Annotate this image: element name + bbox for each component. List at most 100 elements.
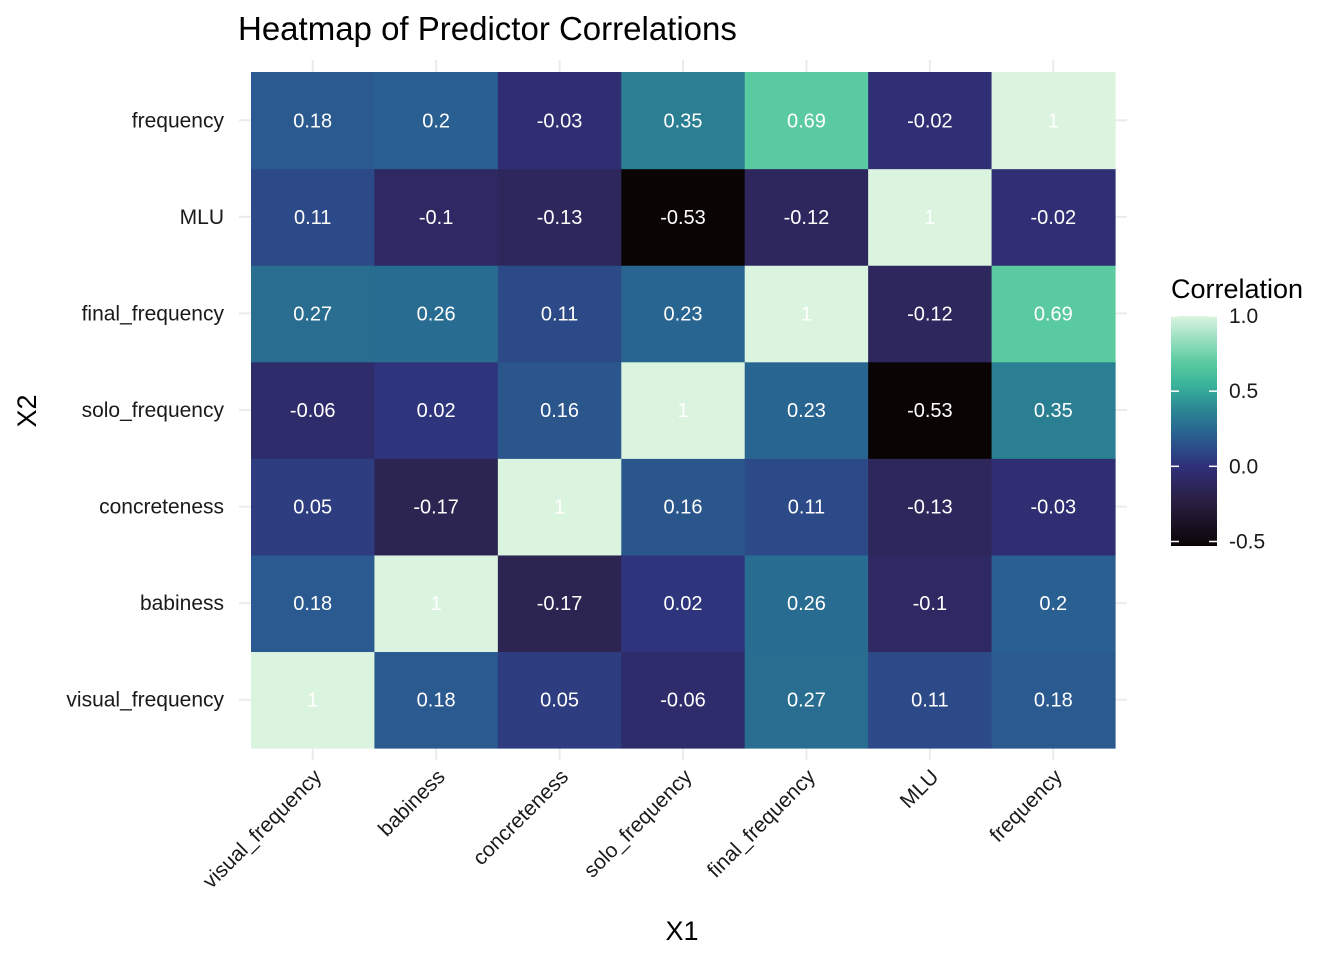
legend-tick-label: 0.0	[1229, 455, 1258, 478]
cell-value-label: 0.11	[788, 497, 825, 519]
cell-value-label: -0.17	[537, 593, 583, 615]
heatmap-cell	[744, 168, 869, 266]
cell-value-label: 0.69	[787, 110, 826, 132]
cell-value-label: -0.03	[537, 110, 583, 132]
heatmap-cell	[621, 554, 746, 653]
cell-value-label: 0.23	[664, 303, 703, 325]
cell-value-label: 0.18	[417, 690, 456, 712]
cell-value-label: 0.16	[664, 497, 703, 519]
cell-value-label: 0.18	[1034, 690, 1073, 712]
x-tick-label: babiness	[374, 765, 450, 841]
cell-value-label: 0.27	[787, 690, 826, 712]
cell-value-label: 0.18	[293, 110, 332, 132]
cell-value-label: 0.02	[417, 400, 456, 422]
cell-value-label: -0.13	[907, 497, 953, 519]
y-tick-label: frequency	[132, 109, 225, 132]
heatmap-cell	[868, 265, 993, 363]
heatmap-cell	[374, 72, 499, 170]
heatmap-cell	[744, 72, 869, 170]
y-axis-title: X2	[12, 394, 42, 427]
heatmap-cell	[497, 168, 622, 266]
cell-value-label: 0.26	[417, 303, 456, 325]
cell-value-label: -0.02	[907, 110, 953, 132]
cell-value-label: -0.17	[413, 497, 459, 519]
cell-value-label: -0.12	[784, 207, 830, 229]
legend-title: Correlation	[1171, 274, 1303, 304]
heatmap-cell	[251, 361, 376, 459]
heatmap-cell	[991, 361, 1116, 459]
legend-color-bar	[1171, 316, 1217, 546]
y-tick-label: babiness	[140, 592, 224, 615]
y-axis-tick-labels: visual_frequency babiness concreteness solo…	[66, 109, 224, 711]
heatmap-cell	[621, 72, 746, 170]
cell-value-label: 0.18	[293, 593, 332, 615]
heatmap-cell	[374, 651, 499, 749]
cell-value-label: 0.11	[911, 690, 948, 712]
x-tick-label: solo_frequency	[580, 765, 697, 882]
x-tick-label: frequency	[985, 765, 1067, 847]
y-tick-label: concreteness	[99, 496, 224, 519]
legend-tick-label: 0.5	[1229, 380, 1258, 403]
y-tick-label: MLU	[180, 206, 224, 229]
cell-value-label: 0.23	[787, 400, 826, 422]
cell-value-label: 1	[801, 303, 812, 325]
heatmap-cell	[744, 554, 869, 653]
cell-value-label: 1	[677, 400, 688, 422]
heatmap-cell	[621, 458, 746, 556]
x-tick-label: MLU	[896, 765, 944, 813]
cell-value-label: 0.05	[540, 690, 579, 712]
x-axis-tick-labels: visual_frequency babiness concreteness solo…	[199, 765, 1068, 893]
heatmap-cells	[251, 72, 1116, 749]
heatmap-cell	[991, 458, 1116, 556]
heatmap-cell	[251, 554, 376, 653]
cell-value-label: -0.06	[660, 690, 706, 712]
cell-value-label: -0.53	[907, 400, 953, 422]
x-tick-label: final_frequency	[703, 765, 820, 882]
cell-value-label: 0.11	[294, 207, 331, 229]
heatmap-cell	[251, 651, 376, 749]
y-tick-label: solo_frequency	[82, 399, 225, 422]
x-tick-label: visual_frequency	[199, 765, 327, 893]
chart-title: Heatmap of Predictor Correlations	[238, 10, 737, 47]
cell-value-label: -0.1	[913, 593, 947, 615]
heatmap-cell	[251, 72, 376, 170]
heatmap-cell	[744, 265, 869, 363]
heatmap-cell	[621, 265, 746, 363]
heatmap-cell	[374, 265, 499, 363]
cell-value-label: -0.12	[907, 303, 953, 325]
heatmap-cell	[744, 361, 869, 459]
cell-value-label: 0.27	[293, 303, 332, 325]
heatmap-cell	[621, 361, 746, 459]
heatmap-cell	[868, 361, 993, 459]
heatmap-cell	[251, 265, 376, 363]
legend-tick-label: -0.5	[1229, 530, 1265, 553]
cell-value-label: 0.11	[541, 303, 578, 325]
cell-value-label: -0.03	[1030, 497, 1076, 519]
cell-value-label: 0.05	[293, 497, 332, 519]
legend-tick-label: 1.0	[1229, 305, 1258, 328]
y-tick-label: visual_frequency	[66, 689, 224, 712]
cell-value-label: 1	[924, 207, 935, 229]
cell-value-label: 1	[1048, 110, 1059, 132]
y-tick-label: final_frequency	[82, 302, 225, 325]
cell-value-label: 1	[431, 593, 442, 615]
cell-value-label: 0.35	[1034, 400, 1073, 422]
heatmap-cell	[497, 458, 622, 556]
cell-value-labels: 1 0.18 0.05 -0.06 0.27 0.11 0.18 0.18 1 -0.17 0.02…	[290, 110, 1076, 711]
cell-value-label: 0.16	[540, 400, 579, 422]
cell-value-label: 0.02	[664, 593, 703, 615]
cell-value-label: -0.1	[419, 207, 453, 229]
heatmap-cell	[374, 554, 499, 653]
heatmap-cell	[621, 168, 746, 266]
heatmap-cell	[744, 651, 869, 749]
cell-value-label: 0.35	[664, 110, 703, 132]
cell-value-label: 0.2	[422, 110, 450, 132]
heatmap-cell	[621, 651, 746, 749]
x-axis-title: X1	[665, 916, 698, 946]
cell-value-label: 0.26	[787, 593, 826, 615]
heatmap-cell	[991, 651, 1116, 749]
heatmap-cell	[868, 458, 993, 556]
heatmap-cell	[868, 651, 993, 749]
legend-ticks: 1.0 0.5 0.0 -0.5	[1171, 305, 1265, 553]
